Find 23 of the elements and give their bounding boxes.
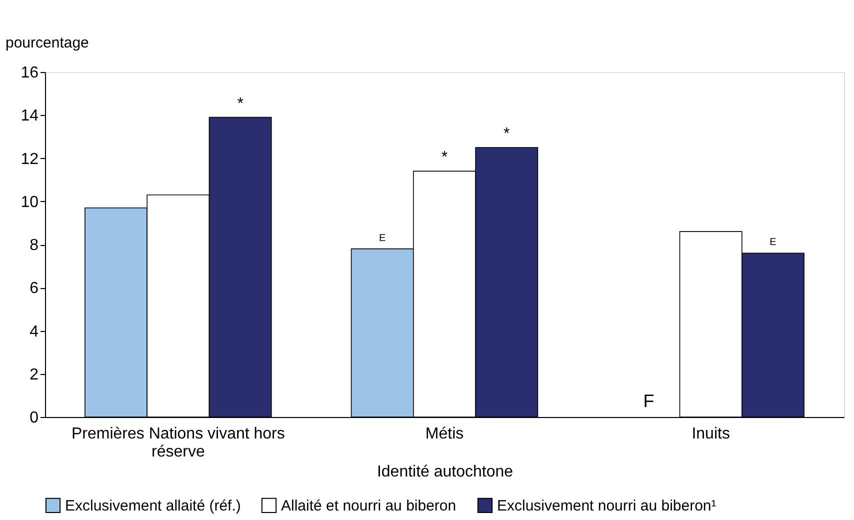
y-axis-title: pourcentage xyxy=(6,34,89,52)
y-tick-label: 2 xyxy=(30,366,39,384)
data-label: E xyxy=(770,237,777,248)
x-tick-label: Inuits xyxy=(692,426,730,442)
legend-label: Allaité et nourri au biberon xyxy=(281,497,456,514)
y-tick-label: 4 xyxy=(30,323,39,340)
y-tick-label: 16 xyxy=(20,64,39,82)
y-tick-label: 14 xyxy=(20,108,39,125)
x-tick-label: Premières Nations vivant hors réserve xyxy=(71,426,285,460)
y-tick-label: 8 xyxy=(30,237,39,254)
legend-label: Exclusivement nourri au biberon¹ xyxy=(497,497,716,514)
y-tick-label: 10 xyxy=(20,194,39,211)
data-label: * xyxy=(441,149,448,166)
y-tick-label: 0 xyxy=(30,410,39,426)
data-label: * xyxy=(237,95,244,112)
data-label: * xyxy=(504,125,510,142)
y-tick-label: 6 xyxy=(30,280,39,298)
text: F xyxy=(643,391,654,411)
y-tick-label: 12 xyxy=(20,150,39,168)
x-tick-label: Métis xyxy=(425,426,464,442)
x-axis-title: Identité autochtone xyxy=(376,464,514,480)
data-label: E xyxy=(379,232,386,244)
legend-label: Exclusivement allaité (réf.) xyxy=(65,497,241,514)
